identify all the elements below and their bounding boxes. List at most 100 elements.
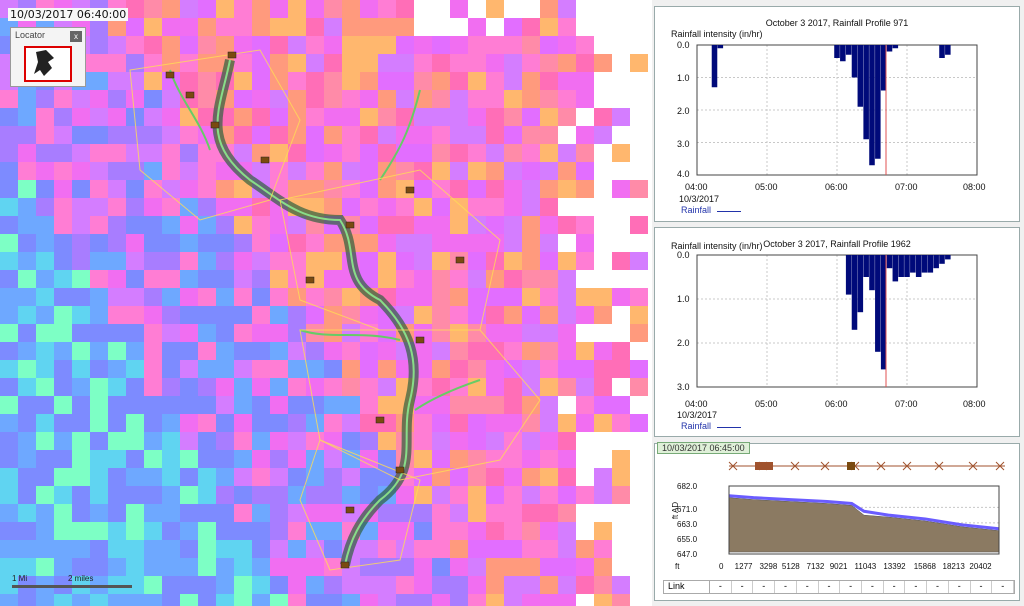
rainfall-profile-1962-panel[interactable]: October 3 2017, Rainfall Profile 1962 Ra… xyxy=(654,227,1020,437)
chart-title: October 3 2017, Rainfall Profile 971 xyxy=(765,18,909,28)
y-tick: 2.0 xyxy=(677,106,690,116)
date-label: 10/3/2017 xyxy=(679,194,720,204)
rainfall-bar xyxy=(939,255,945,264)
rainfall-bar xyxy=(857,45,864,107)
link-cell[interactable]: - xyxy=(971,581,993,593)
link-cell[interactable]: - xyxy=(797,581,819,593)
date-label: 10/3/2017 xyxy=(677,410,718,420)
x-tick: 06:00 xyxy=(825,399,848,409)
y-axis-label: Rainfall intensity (in/hr) xyxy=(671,241,763,251)
rainfall-bar xyxy=(915,255,922,277)
rainfall-bar xyxy=(869,255,875,291)
scale-bar-line xyxy=(12,585,132,588)
rainfall-bar xyxy=(886,255,893,269)
link-cell[interactable]: - xyxy=(949,581,971,593)
rainfall-bar xyxy=(857,255,864,313)
legend-line xyxy=(717,427,741,428)
y-tick: 4.0 xyxy=(677,169,690,179)
x-tick: 05:00 xyxy=(755,182,778,192)
link-row: Link - - - - - - - - - - - - - - xyxy=(663,580,1015,594)
x-tick: 5128 xyxy=(781,562,800,571)
storage-node xyxy=(755,462,773,470)
x-tick: 9021 xyxy=(829,562,848,571)
y-tick: 3.0 xyxy=(677,382,690,392)
map-timestamp: 10/03/2017 06:40:00 xyxy=(8,8,129,21)
legend-rainfall[interactable]: Rainfall xyxy=(681,421,712,431)
catchment-shape-icon xyxy=(34,50,54,76)
link-cell[interactable]: - xyxy=(710,581,732,593)
storage-node xyxy=(847,462,855,470)
link-cell[interactable]: - xyxy=(753,581,776,593)
rainfall-bar xyxy=(840,45,846,62)
y-tick: 3.0 xyxy=(677,139,690,149)
y-tick: 663.0 xyxy=(677,520,698,529)
rainfall-bar xyxy=(863,45,869,140)
radar-cells xyxy=(0,0,648,606)
rainfall-radar-overlay xyxy=(0,0,648,606)
y-tick: 1.0 xyxy=(677,73,690,83)
subcatchment-boundaries xyxy=(129,49,541,571)
y-tick: 682.0 xyxy=(677,482,698,491)
link-cell[interactable]: - xyxy=(884,581,906,593)
x-tick: 06:00 xyxy=(825,182,848,192)
rainfall-bar xyxy=(933,255,939,269)
link-cell[interactable]: - xyxy=(775,581,797,593)
rainfall-bar xyxy=(892,45,899,49)
rainfall-bar xyxy=(886,45,893,52)
link-cell[interactable]: - xyxy=(819,581,841,593)
rainfall-bar xyxy=(875,45,881,159)
link-cell[interactable]: - xyxy=(992,581,1015,593)
x-tick: 20402 xyxy=(969,562,992,571)
y-axis-label: Rainfall intensity (in/hr) xyxy=(671,29,763,39)
rainfall-profile-971-panel[interactable]: October 3 2017, Rainfall Profile 971 Rai… xyxy=(654,6,1020,222)
x-tick: 08:00 xyxy=(963,182,986,192)
rainfall-bar xyxy=(927,255,934,273)
x-tick: 04:00 xyxy=(685,399,708,409)
scale-left-label: 1 Mi xyxy=(12,574,28,583)
y-axis-label: ft AD xyxy=(671,501,681,520)
rainfall-bar xyxy=(921,255,928,273)
rainfall-bar xyxy=(945,255,951,260)
plot-frame xyxy=(728,485,1000,555)
locator-window[interactable]: Locator x xyxy=(10,27,86,87)
x-tick: 18213 xyxy=(942,562,965,571)
link-cell[interactable]: - xyxy=(862,581,884,593)
link-cell[interactable]: - xyxy=(905,581,928,593)
x-tick: 07:00 xyxy=(895,399,918,409)
y-tick: 655.0 xyxy=(677,535,698,544)
link-cell[interactable]: - xyxy=(840,581,863,593)
rainfall-bar xyxy=(863,255,869,277)
y-tick: 0.0 xyxy=(677,250,690,260)
plot-frame xyxy=(696,254,978,388)
x-axis-label: ft xyxy=(675,562,680,571)
rainfall-bar xyxy=(904,255,910,277)
rainfall-bar xyxy=(945,45,951,55)
rainfall-bar xyxy=(834,45,840,58)
link-cell[interactable]: - xyxy=(927,581,949,593)
x-tick: 0 xyxy=(719,562,724,571)
x-tick: 04:00 xyxy=(685,182,708,192)
x-tick: 13392 xyxy=(883,562,906,571)
x-tick: 7132 xyxy=(806,562,825,571)
rainfall-chart-971 xyxy=(696,44,978,176)
radar-map[interactable]: 10/03/2017 06:40:00 Locator x 1 Mi 2 mil… xyxy=(0,0,652,606)
legend-rainfall[interactable]: Rainfall xyxy=(681,205,712,215)
rainfall-bar xyxy=(880,255,887,370)
legend-line xyxy=(717,211,741,212)
x-tick: 15868 xyxy=(913,562,936,571)
y-tick: 647.0 xyxy=(677,550,698,559)
locator-close-button[interactable]: x xyxy=(70,31,82,42)
long-section-panel[interactable]: 10/03/2017 06:45:00 682.0 671.0 663.0 65… xyxy=(654,442,1020,601)
rainfall-bar xyxy=(898,255,904,277)
rainfall-bar xyxy=(869,45,875,166)
x-tick: 11043 xyxy=(854,562,877,571)
locator-minimap[interactable] xyxy=(24,46,72,82)
rainfall-bar xyxy=(845,45,852,55)
rainfall-bar xyxy=(875,255,881,352)
node-markers xyxy=(165,51,465,569)
scale-right-label: 2 miles xyxy=(68,574,94,583)
link-cell[interactable]: - xyxy=(732,581,754,593)
locator-title: Locator xyxy=(15,30,46,40)
rainfall-bar xyxy=(717,45,724,49)
y-tick: 671.0 xyxy=(677,505,698,514)
